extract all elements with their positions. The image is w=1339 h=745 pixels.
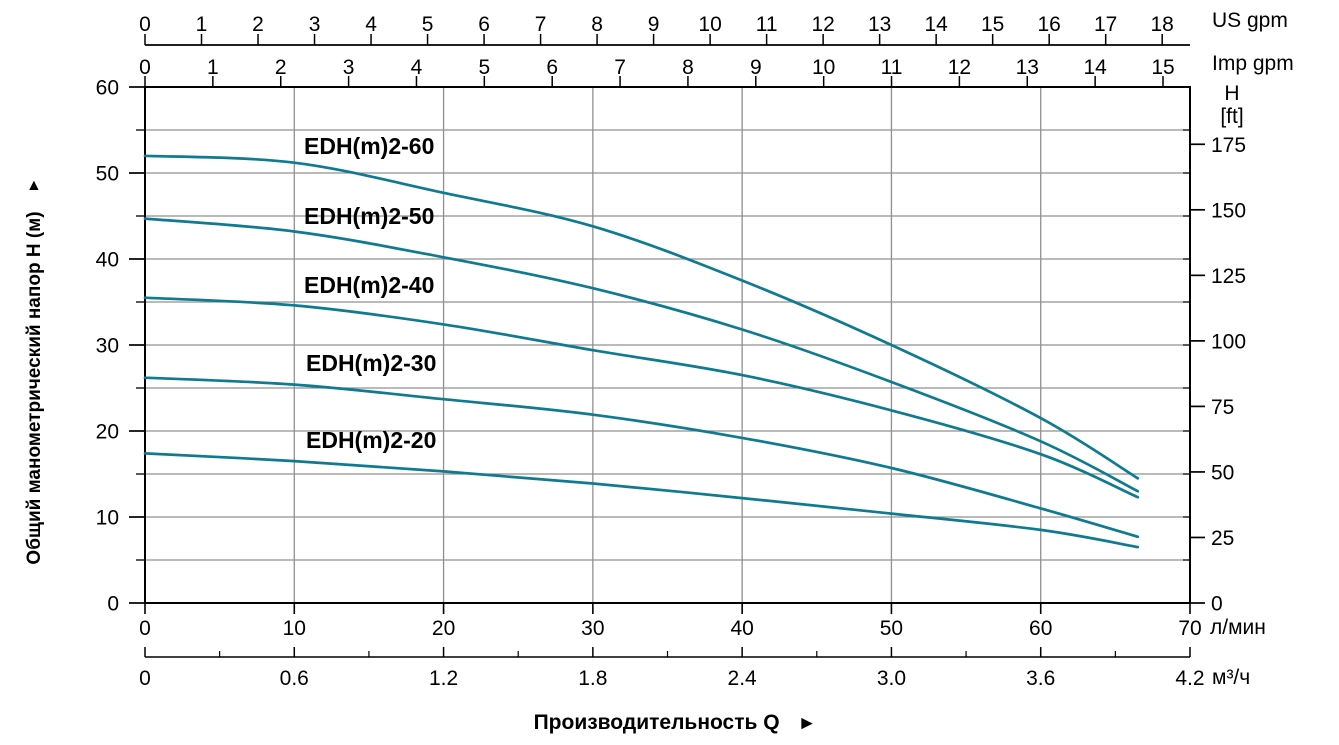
x-axis-title-text: Производительность Q xyxy=(533,711,780,734)
head-ft-tick-label: 150 xyxy=(1211,199,1246,222)
lmin-tick-label: 60 xyxy=(1029,617,1052,640)
imp-gpm-unit-label: Imp gpm xyxy=(1212,52,1294,75)
us-gpm-tick-label: 8 xyxy=(591,13,603,36)
x-axis-title-arrow-icon: ► xyxy=(797,713,817,734)
y-axis-title: Общий манометрический напор H (м) xyxy=(24,211,45,565)
head-ft-unit-label-h: H xyxy=(1224,82,1240,105)
us-gpm-tick-label: 9 xyxy=(648,13,660,36)
lmin-tick-label: 10 xyxy=(283,617,306,640)
imp-gpm-tick-label: 8 xyxy=(682,56,694,79)
head-ft-tick-label: 100 xyxy=(1211,330,1246,353)
imp-gpm-tick-label: 15 xyxy=(1151,56,1174,79)
head-m-tick-label: 40 xyxy=(96,249,119,272)
head-ft-unit-label-ft: [ft] xyxy=(1220,105,1244,128)
us-gpm-tick-label: 10 xyxy=(698,13,721,36)
pump-curve-5 xyxy=(143,452,1140,549)
us-gpm-tick-label: 1 xyxy=(196,13,208,36)
curve-label-edh-m-2-30: EDH(m)2-30 xyxy=(306,350,437,376)
m3h-tick-label: 1.2 xyxy=(429,667,458,690)
m3h-tick-label: 2.4 xyxy=(728,667,758,690)
us-gpm-tick-label: 3 xyxy=(309,13,321,36)
imp-gpm-tick-label: 11 xyxy=(881,56,903,79)
us-gpm-tick-label: 5 xyxy=(422,13,434,36)
us-gpm-tick-label: 13 xyxy=(868,13,891,36)
us-gpm-tick-label: 0 xyxy=(139,13,151,36)
curve-label-edh-m-2-40: EDH(m)2-40 xyxy=(304,272,435,298)
us-gpm-tick-label: 16 xyxy=(1037,13,1060,36)
pump-curve-2 xyxy=(143,217,1140,493)
head-m-tick-label: 0 xyxy=(107,593,119,616)
pump-curve-4 xyxy=(143,376,1140,539)
imp-gpm-tick-label: 4 xyxy=(411,56,423,79)
us-gpm-tick-label: 2 xyxy=(252,13,264,36)
imp-gpm-tick-label: 13 xyxy=(1016,56,1039,79)
head-ft-tick-label: 75 xyxy=(1211,396,1234,419)
head-ft-tick-label: 175 xyxy=(1211,134,1246,157)
imp-gpm-tick-label: 5 xyxy=(478,56,490,79)
head-ft-tick-label: 25 xyxy=(1211,527,1234,550)
imp-gpm-tick-label: 9 xyxy=(750,56,762,79)
m3h-tick-label: 0.6 xyxy=(280,667,309,690)
us-gpm-tick-label: 14 xyxy=(924,13,948,36)
lmin-unit-label: л/мин xyxy=(1210,616,1266,639)
lmin-tick-label: 50 xyxy=(880,617,903,640)
imp-gpm-tick-label: 14 xyxy=(1083,56,1107,79)
imp-gpm-tick-label: 12 xyxy=(948,56,971,79)
us-gpm-tick-label: 15 xyxy=(981,13,1004,36)
us-gpm-tick-label: 17 xyxy=(1094,13,1117,36)
imp-gpm-tick-label: 1 xyxy=(207,56,219,79)
head-m-tick-label: 50 xyxy=(96,163,119,186)
lmin-tick-label: 40 xyxy=(730,617,753,640)
curve-label-edh-m-2-60: EDH(m)2-60 xyxy=(304,133,435,159)
imp-gpm-tick-label: 6 xyxy=(546,56,558,79)
curve-label-edh-m-2-20: EDH(m)2-20 xyxy=(306,427,437,453)
head-m-tick-label: 20 xyxy=(96,421,119,444)
us-gpm-tick-label: 12 xyxy=(811,13,834,36)
us-gpm-tick-label: 7 xyxy=(535,13,547,36)
imp-gpm-tick-label: 3 xyxy=(343,56,355,79)
us-gpm-tick-label: 18 xyxy=(1151,13,1174,36)
m3h-unit-label: м³/ч xyxy=(1212,666,1251,689)
lmin-tick-label: 0 xyxy=(139,617,151,640)
head-m-tick-label: 10 xyxy=(96,507,119,530)
pump-curve-1 xyxy=(143,154,1140,480)
x-axis-title: Производительность Q ► xyxy=(400,711,950,735)
head-ft-tick-label: 125 xyxy=(1211,265,1246,288)
imp-gpm-tick-label: 2 xyxy=(275,56,287,79)
us-gpm-tick-label: 6 xyxy=(478,13,490,36)
lmin-tick-label: 70 xyxy=(1178,617,1201,640)
curve-label-edh-m-2-50: EDH(m)2-50 xyxy=(304,203,435,229)
imp-gpm-tick-label: 7 xyxy=(614,56,626,79)
m3h-tick-label: 0 xyxy=(139,667,151,690)
head-ft-tick-label: 50 xyxy=(1211,461,1234,484)
lmin-tick-label: 20 xyxy=(432,617,455,640)
head-m-tick-label: 60 xyxy=(96,77,119,100)
lmin-tick-label: 30 xyxy=(581,617,604,640)
m3h-tick-label: 3.0 xyxy=(877,667,906,690)
y-axis-title-arrow-icon: ▲ xyxy=(26,177,42,194)
us-gpm-tick-label: 11 xyxy=(756,13,778,36)
imp-gpm-tick-label: 10 xyxy=(812,56,835,79)
us-gpm-tick-label: 4 xyxy=(365,13,377,36)
imp-gpm-tick-label: 0 xyxy=(139,56,151,79)
m3h-tick-label: 1.8 xyxy=(578,667,607,690)
us-gpm-unit-label: US gpm xyxy=(1212,9,1288,32)
m3h-tick-label: 3.6 xyxy=(1026,667,1055,690)
head-ft-tick-label: 0 xyxy=(1211,593,1223,616)
head-m-tick-label: 30 xyxy=(96,335,119,358)
m3h-tick-label: 4.2 xyxy=(1175,667,1204,690)
pump-curve-3 xyxy=(143,296,1140,499)
